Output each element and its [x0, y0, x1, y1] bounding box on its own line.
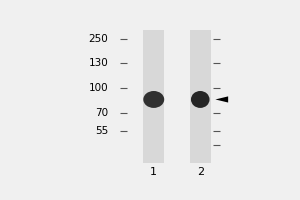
Ellipse shape [191, 91, 210, 108]
Polygon shape [215, 96, 228, 103]
Text: 70: 70 [95, 108, 108, 118]
Ellipse shape [143, 91, 164, 108]
Text: 2: 2 [197, 167, 204, 177]
Bar [143, 30, 164, 163]
Text: 1: 1 [150, 167, 157, 177]
Text: 250: 250 [89, 34, 108, 44]
Text: 100: 100 [89, 83, 108, 93]
Bar [190, 30, 211, 163]
Text: 130: 130 [89, 58, 108, 68]
Text: 55: 55 [95, 126, 108, 136]
